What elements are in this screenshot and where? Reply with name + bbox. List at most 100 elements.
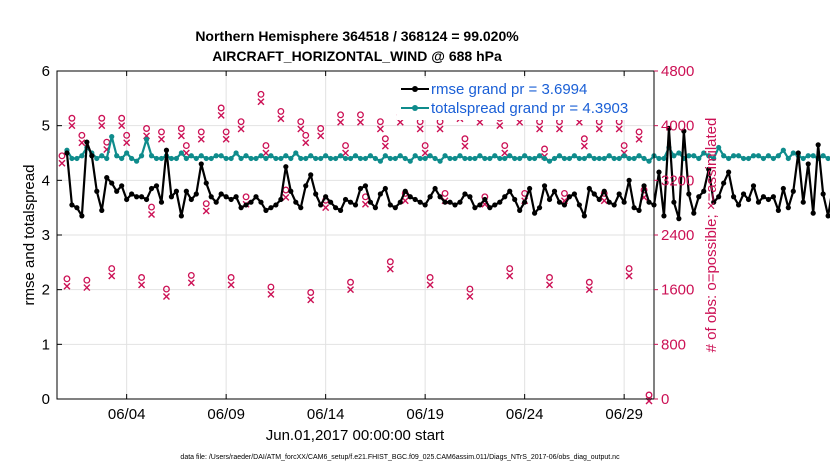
- rmse-marker: [303, 183, 309, 189]
- totalspread-marker: [362, 155, 369, 162]
- obs-assimilated-marker: [342, 149, 350, 157]
- obs-assimilated-marker: [123, 139, 131, 147]
- totalspread-marker: [153, 155, 160, 162]
- totalspread-marker: [158, 155, 165, 162]
- totalspread-marker: [556, 153, 563, 159]
- totalspread-marker: [706, 153, 712, 159]
- rmse-marker: [750, 183, 757, 189]
- totalspread-marker: [238, 155, 244, 162]
- rmse-marker: [148, 185, 155, 192]
- obs-assimilated-marker: [580, 142, 588, 150]
- obs-assimilated-marker: [416, 125, 424, 133]
- data-file-footnote: data file: /Users/raeder/DAI/ATM_forcXX/…: [180, 454, 620, 461]
- rmse-marker: [328, 199, 334, 205]
- legend-spread-label: totalspread grand pr = 4.3903: [431, 100, 628, 117]
- obs-assimilated-marker: [78, 139, 86, 147]
- rmse-marker: [770, 194, 777, 200]
- totalspread-marker: [646, 158, 652, 164]
- totalspread-marker: [447, 155, 453, 162]
- totalspread-marker: [641, 155, 647, 162]
- obs-assimilated-marker: [148, 210, 156, 218]
- rmse-marker: [532, 210, 538, 216]
- rmse-marker: [104, 175, 110, 181]
- totalspread-marker: [283, 153, 289, 159]
- totalspread-marker: [258, 153, 264, 159]
- totalspread-marker: [591, 155, 597, 162]
- obs-possible-marker: [267, 283, 275, 291]
- rmse-marker: [527, 185, 533, 192]
- rmse-marker: [497, 199, 503, 205]
- obs-possible-marker: [143, 125, 150, 132]
- obs-assimilated-marker: [322, 204, 330, 212]
- totalspread-marker: [427, 153, 433, 159]
- obs-assimilated-marker: [237, 125, 245, 133]
- y-tick-label-left: 1: [42, 336, 50, 353]
- obs-possible-marker: [68, 114, 76, 122]
- rmse-marker: [193, 191, 199, 197]
- obs-assimilated-marker: [262, 149, 270, 157]
- obs-assimilated-marker: [108, 272, 116, 280]
- totalspread-marker: [377, 158, 383, 164]
- rmse-marker: [352, 202, 359, 208]
- rmse-marker: [138, 194, 145, 200]
- rmse-marker: [84, 139, 90, 145]
- x-axis-label: Jun.01,2017 00:00:00 start: [266, 427, 445, 444]
- rmse-marker: [775, 207, 781, 213]
- totalspread-marker: [188, 153, 194, 159]
- obs-assimilated-marker: [536, 125, 544, 133]
- rmse-marker: [551, 188, 558, 194]
- totalspread-marker: [626, 155, 632, 162]
- totalspread-marker: [233, 150, 239, 156]
- rmse-marker: [158, 199, 165, 205]
- totalspread-marker: [268, 153, 274, 159]
- totalspread-marker: [745, 155, 752, 162]
- rmse-marker: [790, 188, 796, 194]
- y-tick-label-left: 5: [42, 118, 50, 135]
- rmse-marker: [467, 194, 473, 200]
- totalspread-marker: [397, 153, 403, 159]
- totalspread-marker: [392, 155, 398, 162]
- totalspread-marker: [352, 153, 359, 159]
- obs-possible-marker: [541, 145, 548, 153]
- totalspread-marker: [820, 153, 826, 159]
- legend-box: [397, 78, 653, 120]
- totalspread-marker: [691, 153, 697, 159]
- obs-possible-marker: [83, 276, 91, 284]
- totalspread-marker: [342, 155, 349, 162]
- obs-assimilated-marker: [386, 265, 394, 273]
- obs-assimilated-marker: [585, 286, 593, 294]
- rmse-marker: [153, 183, 160, 189]
- rmse-marker: [422, 202, 428, 208]
- totalspread-marker: [273, 155, 279, 162]
- totalspread-marker: [686, 153, 692, 159]
- totalspread-marker: [740, 155, 747, 162]
- rmse-marker: [228, 196, 234, 203]
- totalspread-marker: [138, 153, 145, 159]
- rmse-marker: [536, 205, 543, 211]
- chart-title-line1: Northern Hemisphere 364518 / 368124 = 99…: [195, 28, 519, 44]
- obs-possible-marker: [441, 189, 449, 197]
- totalspread-marker: [566, 155, 573, 162]
- plot-area: [58, 90, 830, 405]
- totalspread-marker: [213, 153, 219, 159]
- rmse-marker: [79, 213, 85, 219]
- y-tick-label-right: 4000: [661, 118, 694, 135]
- obs-assimilated-marker: [575, 118, 583, 126]
- obs-possible-marker: [381, 135, 389, 143]
- totalspread-marker: [576, 155, 582, 162]
- rmse-marker: [576, 202, 582, 208]
- y-tick-label-right: 1600: [661, 282, 694, 299]
- totalspread-marker: [422, 155, 428, 162]
- rmse-marker: [298, 205, 304, 211]
- rmse-marker: [397, 199, 403, 205]
- totalspread-marker: [532, 155, 538, 162]
- rmse-marker: [462, 191, 468, 197]
- rmse-marker: [273, 202, 279, 208]
- rmse-marker: [337, 207, 344, 213]
- rmse-marker: [372, 205, 378, 211]
- rmse-marker: [726, 169, 732, 175]
- rmse-marker: [333, 205, 339, 211]
- obs-possible-marker: [257, 90, 265, 98]
- obs-assimilated-marker: [361, 200, 369, 208]
- rmse-marker: [248, 199, 254, 205]
